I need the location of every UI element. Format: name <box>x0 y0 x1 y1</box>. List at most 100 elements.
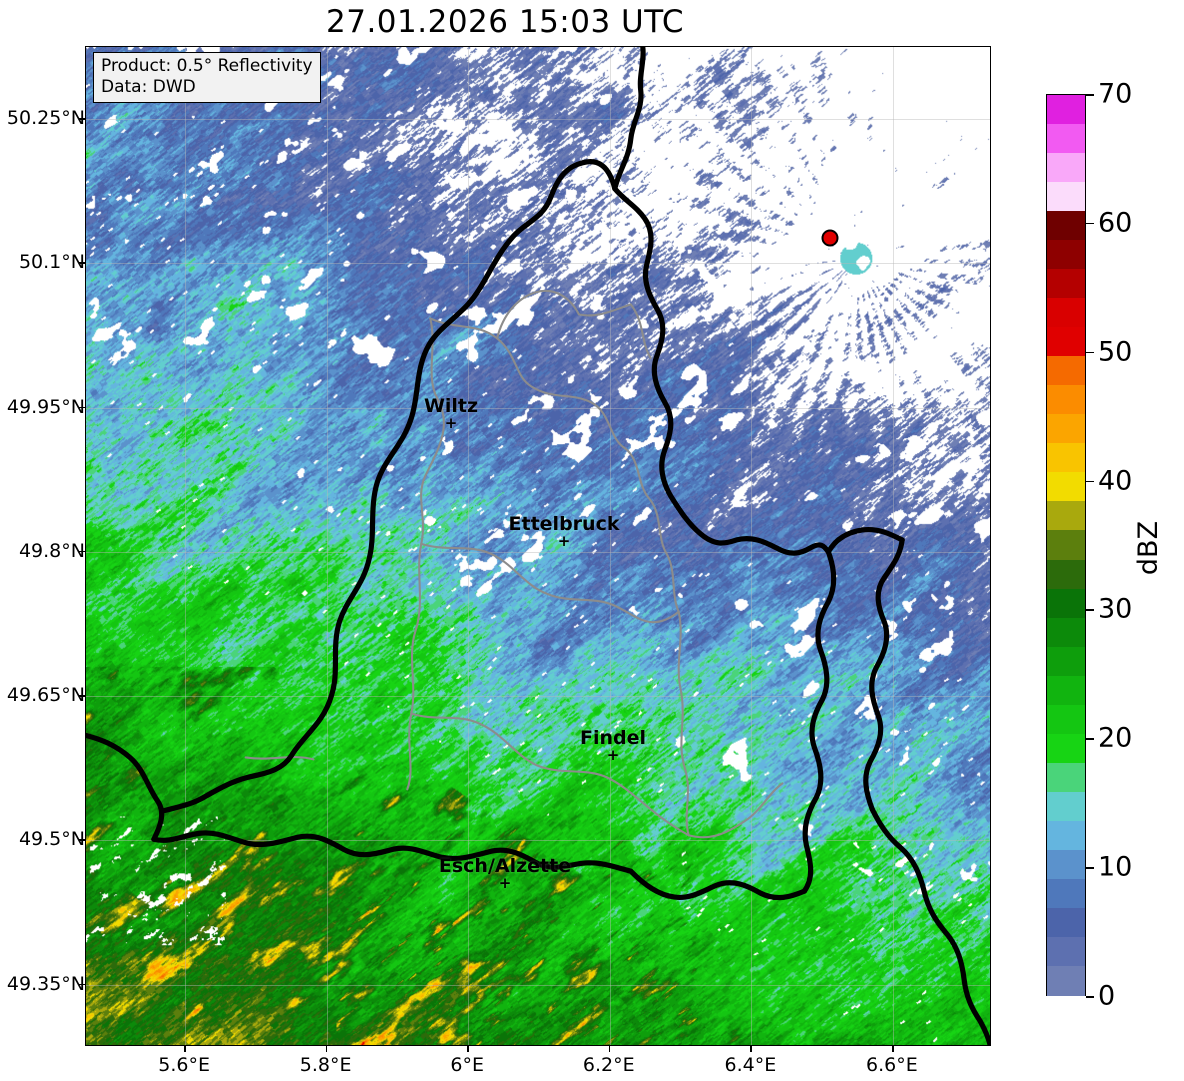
city-marker-icon: + <box>444 414 458 432</box>
gridline-vertical <box>751 47 753 1045</box>
y-axis-tick-mark <box>79 695 85 697</box>
y-axis-tick-mark <box>79 550 85 553</box>
colorbar-band-11 <box>1047 414 1085 445</box>
internal-border-lines <box>244 289 784 839</box>
x-axis-tick-mark <box>184 1046 186 1052</box>
radar-site-marker[interactable] <box>821 229 839 247</box>
colorbar-tick-mark <box>1086 480 1094 483</box>
colorbar-tick-label-70: 70 <box>1098 78 1133 110</box>
gridline-horizontal <box>86 551 990 553</box>
colorbar-tick-mark <box>1086 351 1094 354</box>
colorbar-tick-mark <box>1086 738 1094 740</box>
gridline-vertical <box>892 47 894 1045</box>
x-axis-tick-label-4: 6.4°E <box>724 1054 777 1076</box>
y-axis-tick-mark <box>79 839 85 841</box>
y-axis-tick-mark <box>79 406 85 409</box>
gridline-horizontal <box>86 984 990 986</box>
y-axis-tick-mark <box>79 118 85 120</box>
colorbar-tick-label-30: 30 <box>1098 593 1133 625</box>
page-title: 27.01.2026 15:03 UTC <box>326 4 684 40</box>
y-axis-tick-mark <box>79 983 85 986</box>
colorbar-band-17 <box>1047 588 1085 619</box>
colorbar-band-25 <box>1047 820 1085 851</box>
city-name: Findel <box>579 727 647 749</box>
map-boundaries-overlay <box>86 47 990 1045</box>
colorbar-band-26 <box>1047 849 1085 880</box>
colorbar-band-6 <box>1047 269 1085 300</box>
colorbar-band-10 <box>1047 385 1085 416</box>
colorbar-band-20 <box>1047 675 1085 706</box>
y-axis-tick-label-1: 50.1°N <box>18 251 85 274</box>
city-label-ettelbruck: Ettelbruck + <box>508 513 620 549</box>
x-axis-tick-label-5: 6.6°E <box>866 1054 918 1076</box>
colorbar-tick-mark <box>1086 867 1094 869</box>
city-name: Ettelbruck <box>508 513 620 535</box>
national-border-line <box>86 47 990 1045</box>
city-label-wiltz: Wiltz + <box>423 395 479 432</box>
info-product-line: Product: 0.5° Reflectivity <box>101 56 313 76</box>
colorbar-tick-label-10: 10 <box>1098 851 1133 883</box>
y-axis-tick-label-2: 49.95°N <box>6 395 85 418</box>
y-axis-tick-mark <box>79 262 85 264</box>
colorbar-band-7 <box>1047 298 1085 329</box>
colorbar-band-30 <box>1047 965 1085 997</box>
x-axis-tick-mark <box>467 1046 469 1052</box>
colorbar-tick-label-50: 50 <box>1098 336 1133 368</box>
colorbar-band-19 <box>1047 646 1085 677</box>
colorbar-band-21 <box>1047 704 1085 735</box>
colorbar-band-0 <box>1047 95 1085 126</box>
x-axis-tick-mark <box>325 1046 328 1052</box>
colorbar[interactable] <box>1046 94 1086 997</box>
gridline-horizontal <box>86 840 990 842</box>
colorbar-band-29 <box>1047 936 1085 968</box>
x-axis-tick-label-3: 6.2°E <box>582 1054 635 1076</box>
gridline-horizontal <box>86 119 990 121</box>
colorbar-tick-mark <box>1086 609 1094 612</box>
colorbar-tick-mark <box>1086 996 1094 998</box>
info-box: Product: 0.5° Reflectivity Data: DWD <box>93 52 321 103</box>
colorbar-band-22 <box>1047 733 1085 764</box>
colorbar-band-23 <box>1047 762 1085 793</box>
x-axis-tick-label-0: 5.6°E <box>158 1054 210 1076</box>
city-marker-icon: + <box>498 874 512 892</box>
y-axis-tick-label-6: 49.35°N <box>6 972 85 995</box>
colorbar-tick-mark <box>1086 94 1094 96</box>
colorbar-band-3 <box>1047 182 1085 213</box>
colorbar-tick-label-20: 20 <box>1098 722 1133 754</box>
colorbar-band-27 <box>1047 878 1085 909</box>
colorbar-band-24 <box>1047 791 1085 822</box>
colorbar-band-4 <box>1047 211 1085 242</box>
y-axis-tick-label-4: 49.65°N <box>6 684 85 707</box>
city-marker-icon: + <box>606 746 620 764</box>
x-axis-tick-mark <box>750 1046 752 1052</box>
colorbar-tick-label-0: 0 <box>1098 980 1116 1012</box>
colorbar-band-8 <box>1047 327 1085 358</box>
gridline-vertical <box>185 47 187 1045</box>
colorbar-title: dBZ <box>1133 520 1164 576</box>
city-name: Esch/Alzette <box>438 855 572 877</box>
y-axis-tick-label-0: 50.25°N <box>6 107 85 130</box>
colorbar-band-15 <box>1047 530 1085 561</box>
colorbar-tick-label-40: 40 <box>1098 465 1133 497</box>
gridline-horizontal <box>86 263 990 265</box>
colorbar-band-14 <box>1047 501 1085 532</box>
city-label-findel: Findel + <box>579 727 647 764</box>
info-data-line: Data: DWD <box>101 77 196 97</box>
city-label-esch-alzette: Esch/Alzette + <box>438 855 572 892</box>
colorbar-band-2 <box>1047 153 1085 184</box>
x-axis-tick-label-1: 5.8°E <box>299 1054 352 1076</box>
gridline-horizontal <box>86 407 990 409</box>
colorbar-band-28 <box>1047 907 1085 938</box>
x-axis-tick-label-2: 6°E <box>450 1054 485 1076</box>
gridline-vertical <box>609 47 611 1045</box>
y-axis-tick-label-3: 49.8°N <box>18 539 85 562</box>
x-axis-tick-mark <box>608 1046 611 1052</box>
gridline-horizontal <box>86 696 990 698</box>
colorbar-band-18 <box>1047 617 1085 648</box>
gridline-vertical <box>326 47 328 1045</box>
colorbar-tick-label-60: 60 <box>1098 207 1133 239</box>
radar-map-plot[interactable]: Wiltz + Ettelbruck + Findel + Esch/Alzet… <box>85 46 991 1046</box>
colorbar-band-12 <box>1047 443 1085 474</box>
city-name: Wiltz <box>423 395 479 417</box>
x-axis-tick-mark <box>891 1046 894 1052</box>
